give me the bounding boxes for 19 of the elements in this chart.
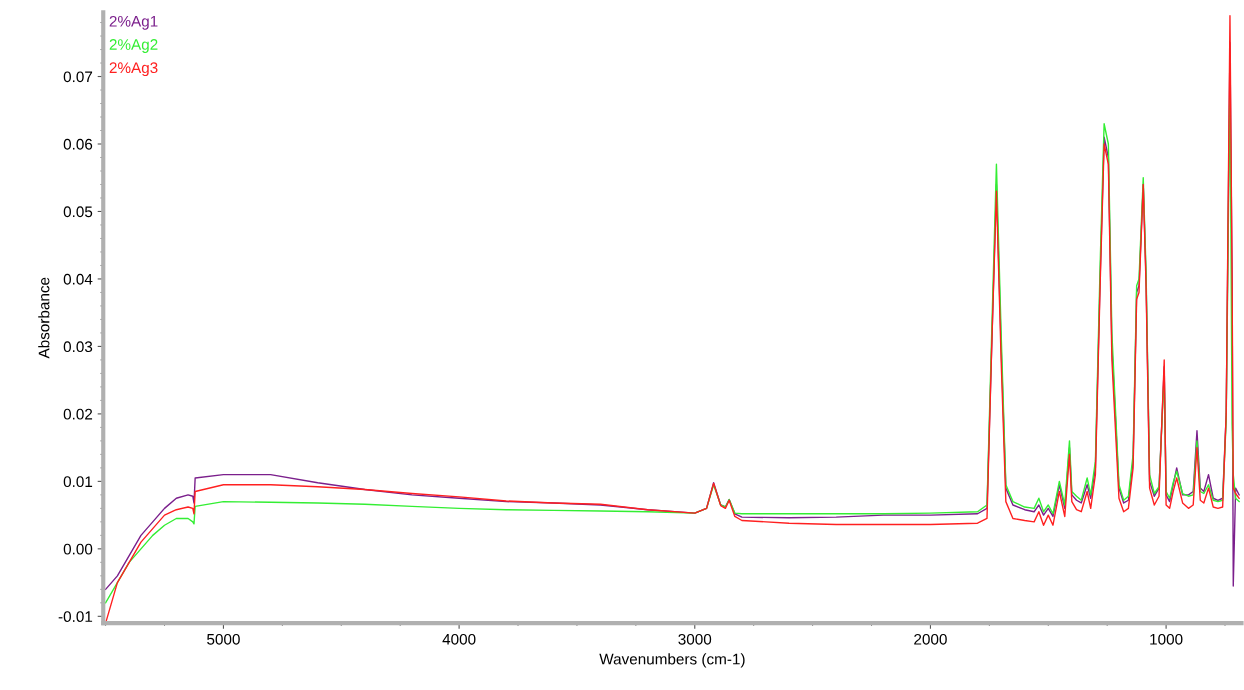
- x-tick-label: 4000: [442, 633, 476, 645]
- x-tick-label: 1000: [1150, 633, 1183, 645]
- y-tick-label: 0.07: [63, 71, 93, 83]
- y-tick-label: 0.00: [63, 543, 93, 555]
- y-tick-label: 0.06: [63, 138, 93, 150]
- y-tick-label: 0.05: [63, 206, 93, 218]
- y-tick-label: 0.01: [63, 476, 93, 488]
- text: 2%Ag2: [109, 39, 158, 53]
- text: 2%Ag3: [109, 62, 158, 77]
- y-tick-label: 0.02: [63, 408, 93, 420]
- text: 2%Ag1: [109, 15, 158, 30]
- y-axis-title: Absorbance: [38, 277, 50, 359]
- x-tick-label: 5000: [207, 633, 240, 645]
- x-axis-title: Wavenumbers (cm-1): [599, 653, 745, 668]
- y-tick-label: 0.03: [63, 341, 93, 353]
- y-tick-label: -0.01: [58, 611, 93, 623]
- x-tick-label: 3000: [678, 633, 712, 645]
- x-tick-label: 2000: [914, 633, 947, 645]
- y-tick-label: 0.04: [63, 273, 93, 285]
